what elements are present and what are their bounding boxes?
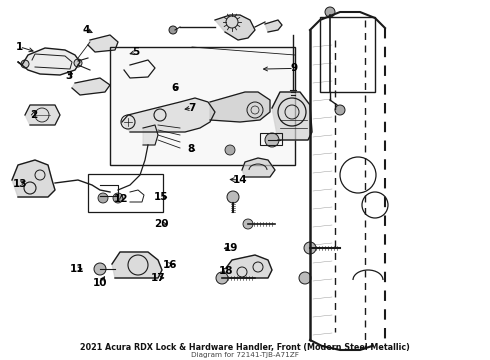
Text: 20: 20 bbox=[154, 219, 169, 229]
Polygon shape bbox=[272, 92, 312, 140]
Text: 1: 1 bbox=[16, 42, 23, 52]
Circle shape bbox=[265, 133, 279, 147]
Text: 14: 14 bbox=[233, 175, 247, 185]
Circle shape bbox=[225, 145, 235, 155]
Text: 10: 10 bbox=[93, 278, 108, 288]
Circle shape bbox=[98, 193, 108, 203]
Text: 11: 11 bbox=[70, 264, 85, 274]
Text: 4: 4 bbox=[82, 24, 90, 35]
Bar bbox=[260, 133, 282, 145]
Circle shape bbox=[113, 193, 123, 203]
Text: 6: 6 bbox=[172, 83, 179, 93]
Polygon shape bbox=[112, 252, 162, 278]
Text: 13: 13 bbox=[12, 179, 27, 189]
Text: 2: 2 bbox=[30, 110, 37, 120]
Text: 12: 12 bbox=[114, 194, 129, 204]
Text: 15: 15 bbox=[153, 192, 168, 202]
Polygon shape bbox=[12, 160, 55, 197]
Polygon shape bbox=[215, 15, 255, 40]
Circle shape bbox=[299, 272, 311, 284]
Text: Diagram for 72141-TJB-A71ZF: Diagram for 72141-TJB-A71ZF bbox=[191, 352, 299, 358]
Polygon shape bbox=[265, 20, 282, 32]
Polygon shape bbox=[242, 158, 275, 177]
Polygon shape bbox=[72, 78, 110, 95]
Polygon shape bbox=[210, 92, 270, 122]
Circle shape bbox=[304, 242, 316, 254]
Polygon shape bbox=[25, 105, 60, 125]
Text: 5: 5 bbox=[133, 47, 140, 57]
Circle shape bbox=[227, 191, 239, 203]
Text: 18: 18 bbox=[219, 266, 234, 276]
Circle shape bbox=[169, 26, 177, 34]
Text: 16: 16 bbox=[163, 260, 178, 270]
Polygon shape bbox=[124, 60, 155, 78]
Bar bbox=[320, 17, 375, 92]
Polygon shape bbox=[88, 35, 118, 52]
Text: 17: 17 bbox=[150, 273, 165, 283]
Polygon shape bbox=[122, 98, 215, 132]
Polygon shape bbox=[18, 48, 80, 75]
Text: 3: 3 bbox=[65, 71, 72, 81]
Text: 9: 9 bbox=[291, 63, 297, 73]
Bar bbox=[88, 174, 163, 212]
Text: 2021 Acura RDX Lock & Hardware Handler, Front (Modern Steel Metallic): 2021 Acura RDX Lock & Hardware Handler, … bbox=[80, 343, 410, 352]
Polygon shape bbox=[143, 125, 158, 145]
Text: 7: 7 bbox=[188, 103, 196, 113]
Circle shape bbox=[216, 272, 228, 284]
Bar bbox=[110, 47, 295, 165]
Circle shape bbox=[94, 263, 106, 275]
Polygon shape bbox=[226, 255, 272, 278]
Text: 8: 8 bbox=[188, 144, 195, 154]
Circle shape bbox=[243, 219, 253, 229]
Circle shape bbox=[335, 105, 345, 115]
Circle shape bbox=[325, 7, 335, 17]
Text: 19: 19 bbox=[224, 243, 239, 253]
Circle shape bbox=[74, 59, 82, 67]
Circle shape bbox=[21, 60, 29, 68]
